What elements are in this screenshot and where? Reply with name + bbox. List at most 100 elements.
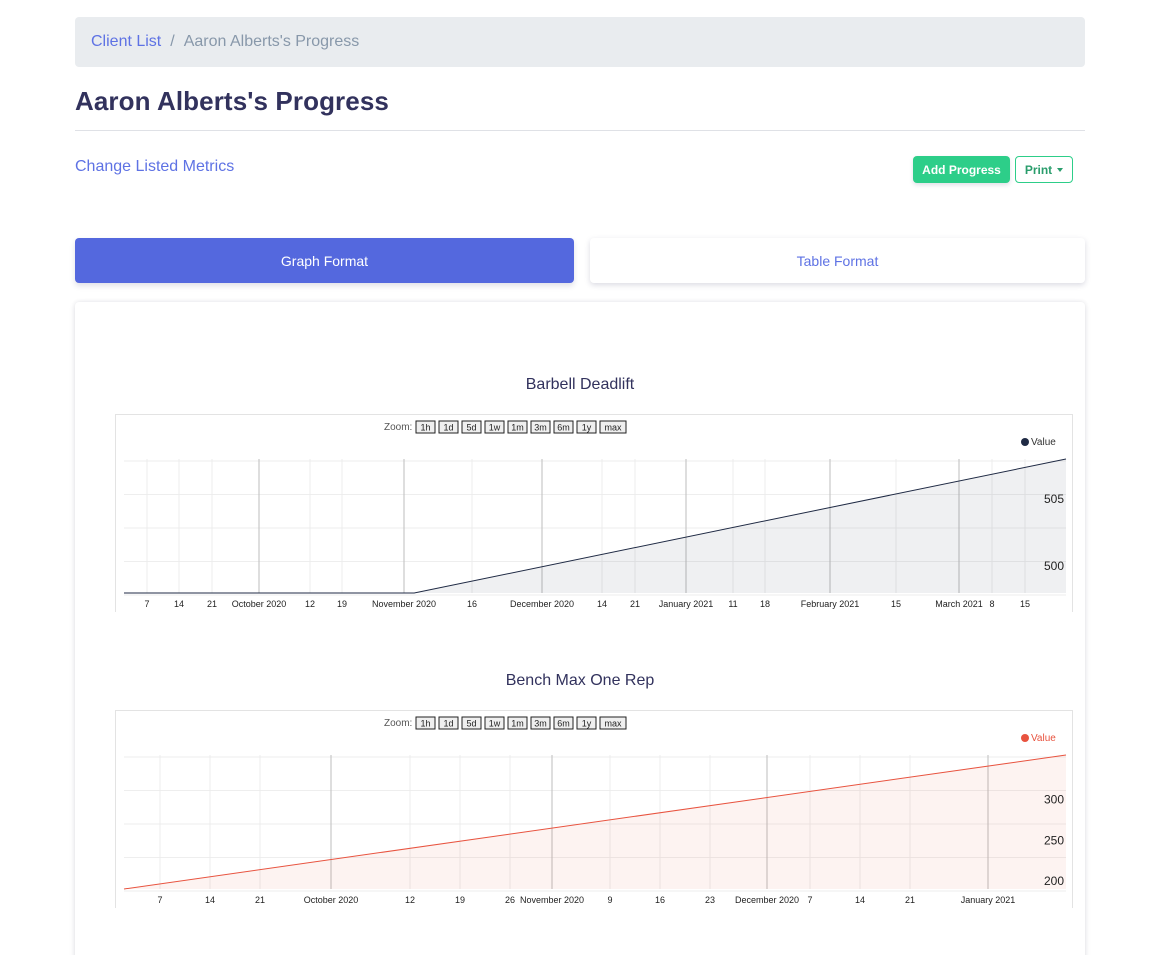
zoom-button-1d[interactable]: 1d (438, 420, 459, 434)
zoom-button-frame (507, 716, 528, 730)
y-tick-label: 300 (1044, 793, 1064, 807)
zoom-button-1h[interactable]: 1h (415, 716, 436, 730)
zoom-button-6m[interactable]: 6m (553, 420, 574, 434)
print-button-label: Print (1024, 162, 1053, 177)
zoom-button-label: max (604, 423, 622, 433)
zoom-button-label: 1y (582, 423, 592, 433)
add-progress-button[interactable]: Add Progress (913, 156, 1010, 183)
zoom-button-label: 1d (443, 423, 453, 433)
chart-bench: Zoom: 1h 1d 5d 1w 1m 3m 6m 1y max Value 200 250 300 7 1… (115, 710, 1073, 908)
x-tick-label: 7 (144, 599, 149, 609)
y-tick-label: 500 (1044, 559, 1064, 573)
zoom-button-1y[interactable]: 1y (576, 716, 597, 730)
x-tick-label: January 2021 (659, 599, 714, 609)
zoom-button-max[interactable]: max (599, 716, 627, 730)
zoom-button-6m[interactable]: 6m (553, 716, 574, 730)
legend-label: Value (1031, 437, 1056, 448)
page-title: Aaron Alberts's Progress (75, 86, 389, 116)
x-tick-label: November 2020 (520, 895, 584, 905)
zoom-button-frame (576, 716, 597, 730)
x-tick-label: 14 (174, 599, 184, 609)
x-tick-label: 23 (705, 895, 715, 905)
zoom-button-label: 1h (420, 719, 430, 729)
tab-table-format[interactable]: Table Format (590, 238, 1085, 283)
zoom-button-1m[interactable]: 1m (507, 716, 528, 730)
zoom-button-3m[interactable]: 3m (530, 716, 551, 730)
zoom-button-frame (507, 420, 528, 434)
print-dropdown-button[interactable]: Print (1015, 156, 1073, 183)
zoom-button-1d[interactable]: 1d (438, 716, 459, 730)
zoom-button-5d[interactable]: 5d (461, 420, 482, 434)
title-divider (75, 130, 1085, 131)
zoom-button-1w[interactable]: 1w (484, 420, 505, 434)
x-tick-label: March 2021 (935, 599, 983, 609)
zoom-button-label: 3m (534, 423, 547, 433)
zoom-label: Zoom: (384, 718, 412, 729)
zoom-label: Zoom: (384, 422, 412, 433)
x-tick-label: 19 (455, 895, 465, 905)
zoom-button-label: 6m (557, 423, 570, 433)
zoom-button-frame (530, 716, 551, 730)
legend-dot-icon (1021, 438, 1029, 446)
zoom-button-5d[interactable]: 5d (461, 716, 482, 730)
x-tick-label: 16 (467, 599, 477, 609)
zoom-button-3m[interactable]: 3m (530, 420, 551, 434)
y-tick-label: 505 (1044, 492, 1064, 506)
zoom-button-label: 6m (557, 719, 570, 729)
chart-title-deadlift: Barbell Deadlift (525, 376, 635, 393)
x-tick-label: November 2020 (372, 599, 436, 609)
zoom-button-frame (484, 716, 505, 730)
x-tick-label: 11 (728, 599, 737, 609)
breadcrumb-separator: / (170, 33, 175, 50)
x-tick-label: 14 (597, 599, 607, 609)
series-line-deadlift (124, 458, 1067, 594)
x-tick-label: October 2020 (304, 895, 359, 905)
zoom-button-1m[interactable]: 1m (507, 420, 528, 434)
chart-bench-svg: Zoom: 1h 1d 5d 1w 1m 3m 6m 1y max Value 200 250 300 7 1… (123, 716, 1067, 905)
zoom-button-label: 1w (489, 423, 501, 433)
x-tick-label: 14 (205, 895, 215, 905)
zoom-button-1y[interactable]: 1y (576, 420, 597, 434)
zoom-button-frame (599, 716, 627, 730)
zoom-button-frame (553, 420, 574, 434)
tab-graph-format[interactable]: Graph Format (75, 238, 574, 283)
chart-title-bench: Bench Max One Rep (505, 672, 655, 689)
chart-deadlift: Zoom: 1h 1d 5d 1w 1m 3m 6m 1y max Value 500 505 7 14 21… (115, 414, 1073, 612)
x-tick-label: December 2020 (735, 895, 799, 905)
x-tick-label: 9 (607, 895, 612, 905)
x-tick-label: 8 (989, 599, 994, 609)
zoom-button-1h[interactable]: 1h (415, 420, 436, 434)
x-tick-label: 18 (760, 599, 770, 609)
y-tick-label: 250 (1044, 833, 1064, 847)
zoom-button-frame (461, 420, 482, 434)
caret-down-icon (1057, 167, 1064, 172)
zoom-button-frame (553, 716, 574, 730)
legend-dot-icon (1021, 734, 1029, 742)
series-area-deadlift (124, 459, 1066, 593)
x-tick-label: 21 (630, 599, 640, 609)
zoom-button-label: 5d (466, 719, 476, 729)
x-tick-label: 12 (305, 599, 315, 609)
zoom-button-label: 5d (466, 423, 476, 433)
zoom-button-label: 1y (582, 719, 592, 729)
zoom-button-1w[interactable]: 1w (484, 716, 505, 730)
zoom-button-label: 1m (511, 719, 524, 729)
zoom-button-frame (438, 420, 459, 434)
zoom-button-frame (415, 420, 436, 434)
zoom-button-label: 1m (511, 423, 524, 433)
series-line-bench (123, 754, 1067, 890)
change-listed-metrics-link[interactable]: Change Listed Metrics (75, 158, 235, 175)
x-tick-label: 14 (855, 895, 865, 905)
zoom-button-label: 1h (420, 423, 430, 433)
x-tick-label: 15 (1020, 599, 1030, 609)
legend-label: Value (1031, 733, 1056, 744)
x-tick-label: 16 (655, 895, 665, 905)
x-tick-label: December 2020 (510, 599, 574, 609)
zoom-button-max[interactable]: max (599, 420, 627, 434)
zoom-button-frame (530, 420, 551, 434)
x-tick-label: February 2021 (801, 599, 860, 609)
breadcrumb: Client List / Aaron Alberts's Progress (75, 17, 1085, 67)
x-tick-label: 19 (337, 599, 347, 609)
breadcrumb-client-list-link[interactable]: Client List (91, 33, 162, 50)
zoom-button-label: 1d (443, 719, 453, 729)
